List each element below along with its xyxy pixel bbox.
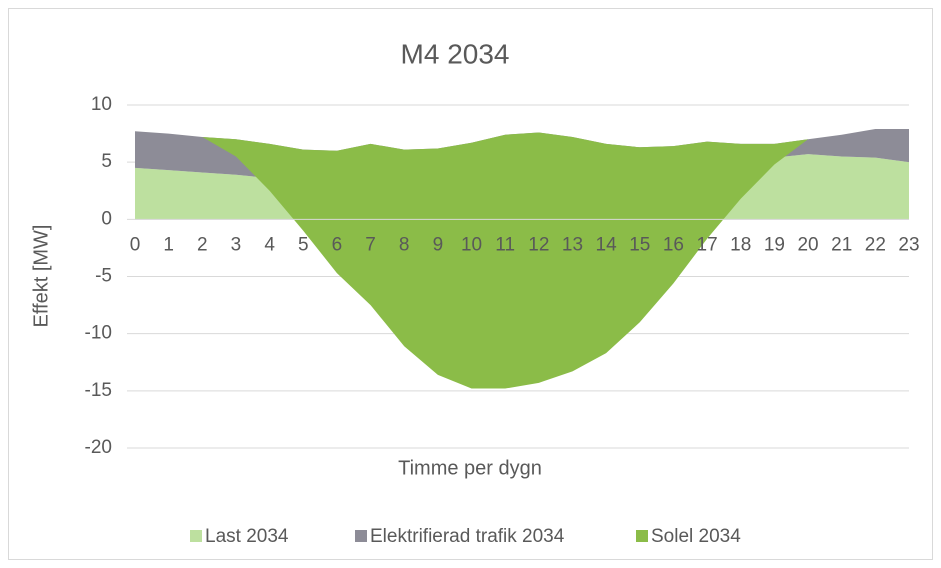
x-tick-label: 5 (298, 234, 309, 255)
x-tick-label: 13 (562, 234, 583, 255)
x-tick-label: 18 (730, 234, 751, 255)
x-tick-label: 1 (163, 234, 174, 255)
x-tick-label: 10 (461, 234, 482, 255)
x-tick-label: 14 (596, 234, 618, 255)
x-tick-label: 22 (865, 234, 886, 255)
x-tick-label: 4 (264, 234, 275, 255)
x-tick-label: 7 (365, 234, 376, 255)
x-tick-label: 2 (197, 234, 208, 255)
x-tick-label: 9 (433, 234, 444, 255)
x-tick-label: 15 (629, 234, 650, 255)
y-axis-title: Effekt [MW] (30, 225, 52, 328)
area (135, 129, 909, 389)
legend-swatch (355, 530, 367, 542)
x-tick-label: 3 (231, 234, 242, 255)
y-tick-label: -5 (95, 266, 112, 287)
x-axis-title: Timme per dygn (398, 457, 542, 479)
legend-label: Elektrifierad trafik 2034 (370, 526, 565, 547)
x-tick-label: 17 (697, 234, 718, 255)
x-tick-label: 21 (831, 234, 852, 255)
x-tick-label: 6 (332, 234, 343, 255)
y-tick-label: -15 (85, 380, 112, 401)
x-tick-label: 8 (399, 234, 410, 255)
x-tick-label: 12 (528, 234, 549, 255)
x-tick-label: 19 (764, 234, 785, 255)
y-tick-label: 10 (91, 94, 112, 115)
y-tick-label: -10 (85, 323, 112, 344)
y-tick-label: 5 (101, 151, 112, 172)
y-tick-label: -20 (85, 437, 112, 458)
legend-swatch (636, 530, 648, 542)
y-tick-label: 0 (101, 208, 112, 229)
legend-label: Last 2034 (205, 526, 289, 547)
x-tick-label: 20 (797, 234, 818, 255)
x-tick-label: 11 (495, 234, 515, 255)
x-tick-label: 23 (898, 234, 919, 255)
x-tick-label: 0 (130, 234, 141, 255)
legend-swatch (190, 530, 202, 542)
legend-label: Solel 2034 (651, 526, 741, 547)
chart-title: M4 2034 (401, 38, 510, 69)
x-tick-label: 16 (663, 234, 684, 255)
